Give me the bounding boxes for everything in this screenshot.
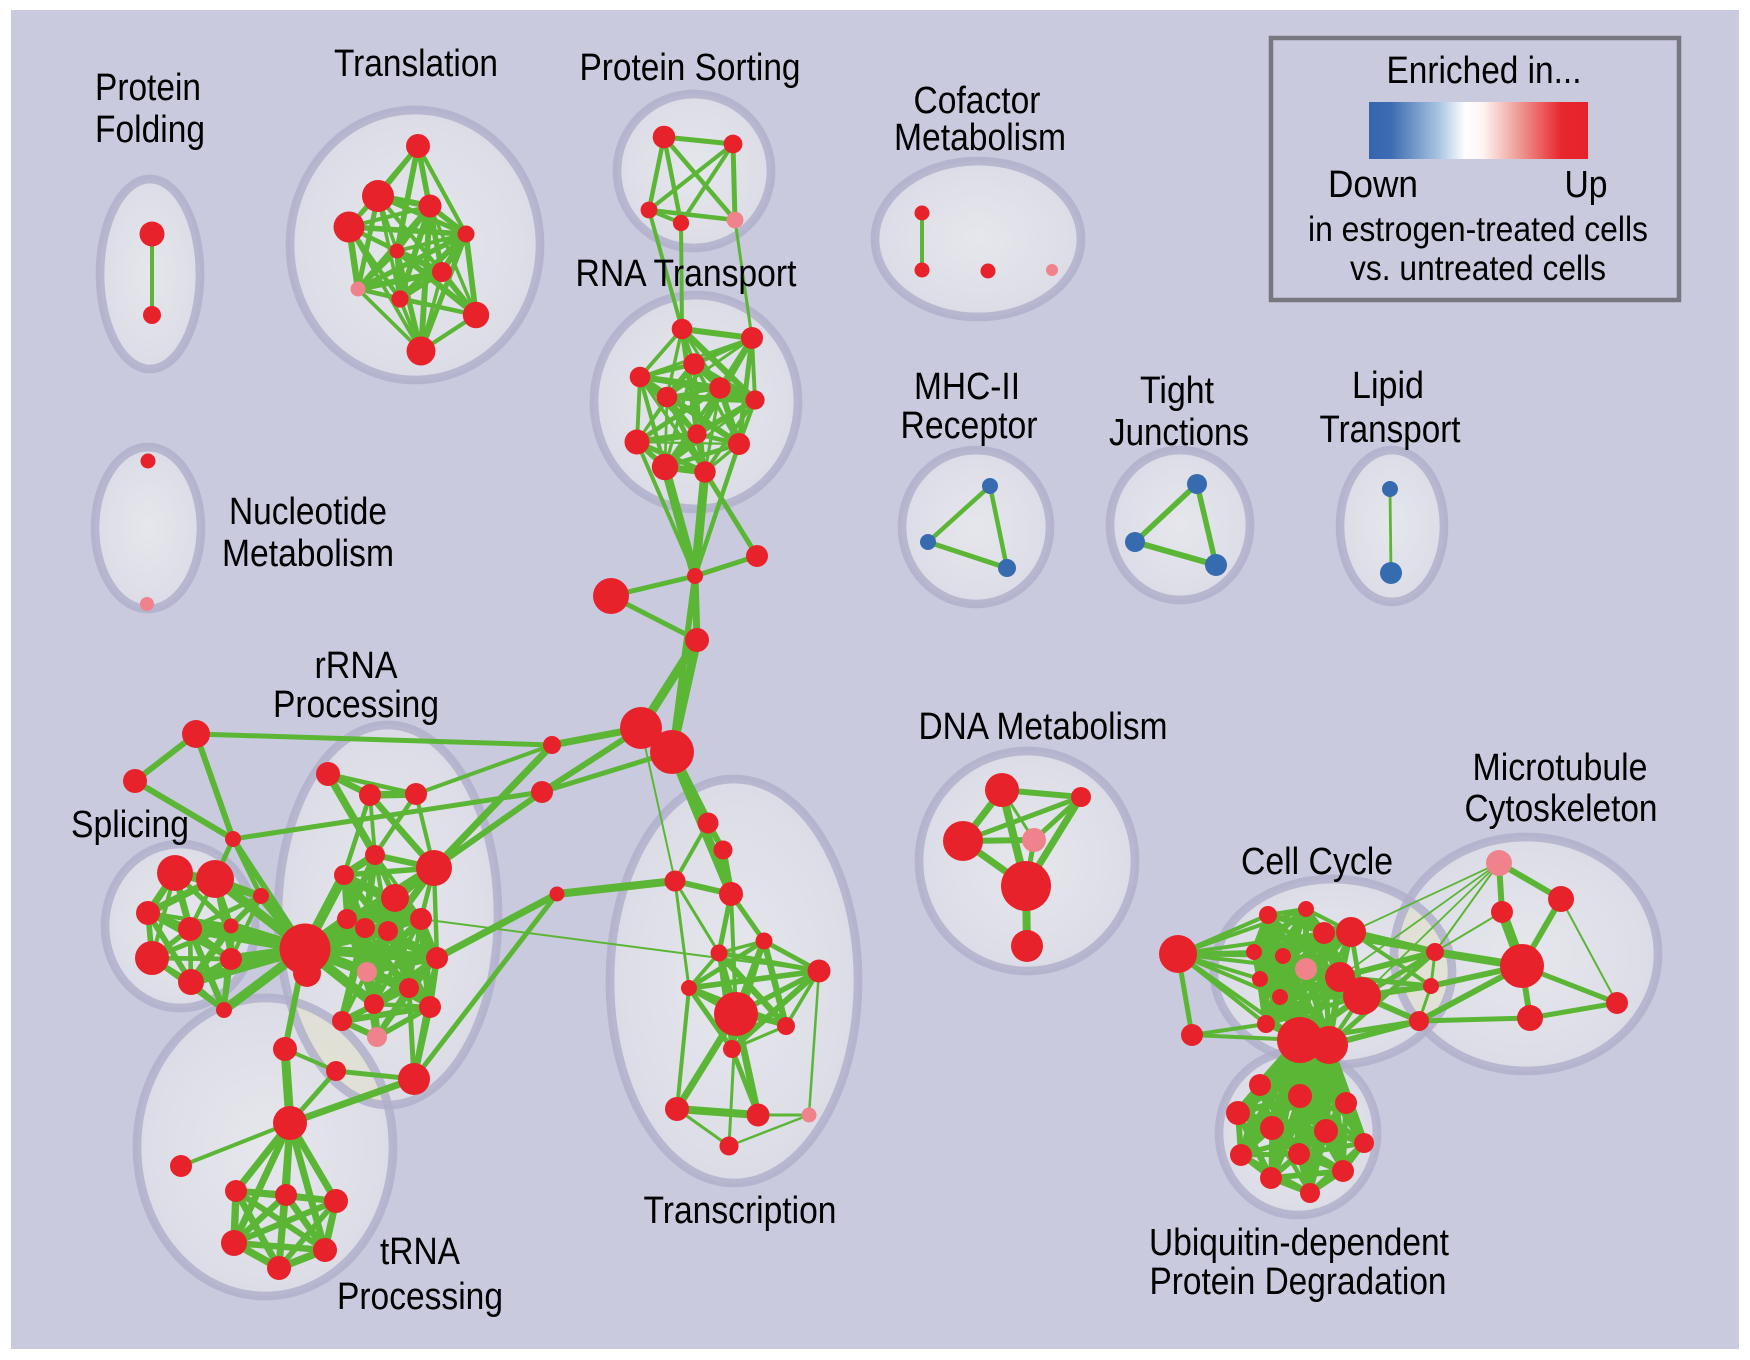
svg-text:Protein Degradation: Protein Degradation: [1150, 1261, 1447, 1303]
svg-text:Down: Down: [1328, 164, 1418, 206]
svg-text:Metabolism: Metabolism: [894, 117, 1066, 159]
svg-text:Lipid: Lipid: [1352, 365, 1424, 407]
svg-text:Nucleotide: Nucleotide: [229, 491, 387, 533]
svg-text:Translation: Translation: [334, 43, 498, 85]
svg-text:Folding: Folding: [95, 109, 205, 151]
svg-text:RNA Transport: RNA Transport: [576, 253, 797, 295]
svg-text:in estrogen-treated cells: in estrogen-treated cells: [1308, 210, 1648, 249]
svg-text:Transcription: Transcription: [644, 1190, 837, 1232]
svg-text:Processing: Processing: [273, 684, 439, 726]
svg-text:Cell Cycle: Cell Cycle: [1241, 841, 1393, 883]
svg-text:Transport: Transport: [1320, 409, 1461, 451]
svg-text:rRNA: rRNA: [315, 645, 399, 687]
svg-text:MHC-II: MHC-II: [914, 366, 1020, 408]
svg-text:Receptor: Receptor: [901, 405, 1038, 447]
svg-text:Processing: Processing: [337, 1276, 503, 1318]
svg-text:Ubiquitin-dependent: Ubiquitin-dependent: [1149, 1222, 1449, 1264]
svg-text:Up: Up: [1565, 164, 1608, 206]
svg-text:Cytoskeleton: Cytoskeleton: [1465, 788, 1658, 830]
svg-text:Protein Sorting: Protein Sorting: [580, 47, 801, 89]
svg-text:Microtubule: Microtubule: [1473, 747, 1648, 789]
svg-text:Cofactor: Cofactor: [914, 80, 1041, 122]
svg-text:Tight: Tight: [1140, 370, 1214, 412]
svg-text:Splicing: Splicing: [71, 804, 189, 846]
svg-text:Junctions: Junctions: [1109, 412, 1249, 454]
svg-text:Metabolism: Metabolism: [222, 533, 394, 575]
svg-text:tRNA: tRNA: [380, 1231, 461, 1273]
svg-text:DNA Metabolism: DNA Metabolism: [919, 706, 1168, 748]
svg-text:Protein: Protein: [95, 67, 201, 109]
svg-text:vs. untreated cells: vs. untreated cells: [1350, 249, 1606, 288]
svg-text:Enriched in...: Enriched in...: [1387, 50, 1582, 92]
